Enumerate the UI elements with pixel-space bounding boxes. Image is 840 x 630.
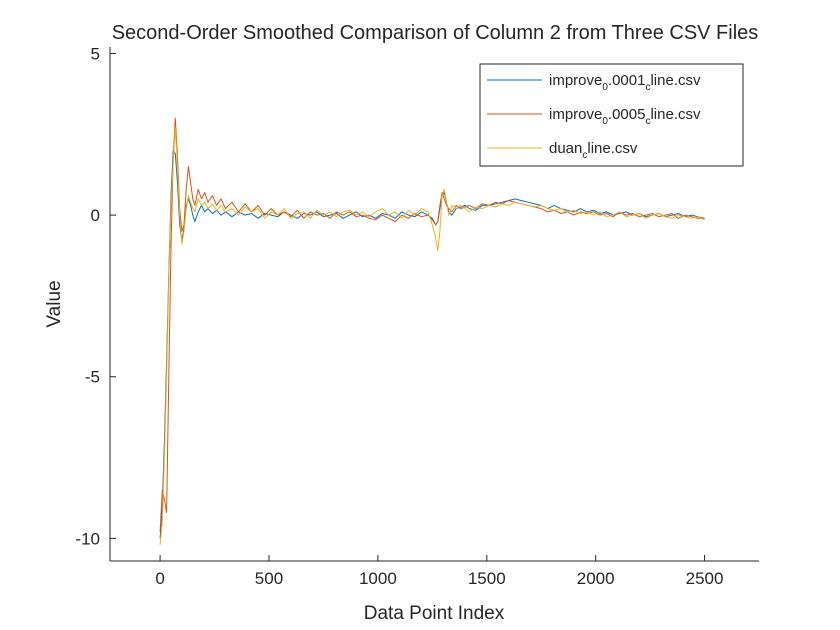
legend-entry-3: duancline.csv <box>549 140 638 161</box>
x-tick-label: 0 <box>155 569 164 588</box>
y-tick-label: 0 <box>91 206 100 225</box>
legend-entry-2: improve0.0005cline.csv <box>549 106 701 127</box>
series-lines <box>159 117 705 545</box>
y-ticks: 5 0 -5 -10 <box>75 44 116 548</box>
legend-entry-1: improve0.0001cline.csv <box>549 72 701 93</box>
y-tick-label: 5 <box>91 44 100 63</box>
x-tick-label: 2500 <box>686 569 724 588</box>
plot-area: 0 500 1000 1500 2000 2500 5 0 -5 -10 <box>75 44 759 588</box>
x-tick-label: 2000 <box>577 569 615 588</box>
x-ticks: 0 500 1000 1500 2000 2500 <box>155 555 723 588</box>
series-line-1 <box>159 149 705 539</box>
y-tick-label: -5 <box>85 368 100 387</box>
chart-title: Second-Order Smoothed Comparison of Colu… <box>112 22 759 44</box>
y-tick-label: -10 <box>75 529 100 548</box>
x-tick-label: 1000 <box>359 569 397 588</box>
legend-box <box>479 63 744 167</box>
series-line-2 <box>159 117 705 532</box>
x-tick-label: 500 <box>255 569 283 588</box>
x-tick-label: 1500 <box>468 569 506 588</box>
y-axis-label: Value <box>44 280 65 327</box>
x-axis-label: Data Point Index <box>364 603 505 624</box>
legend: improve0.0001cline.csv improve0.0005cline… <box>479 63 744 167</box>
series-line-3 <box>159 127 705 545</box>
